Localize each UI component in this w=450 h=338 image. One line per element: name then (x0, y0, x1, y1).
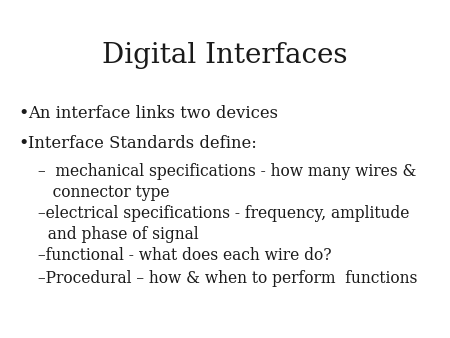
Text: Digital Interfaces: Digital Interfaces (102, 42, 348, 69)
Text: –Procedural – how & when to perform  functions: –Procedural – how & when to perform func… (38, 270, 418, 287)
Text: •: • (18, 105, 28, 123)
Text: –electrical specifications - frequency, amplitude
  and phase of signal: –electrical specifications - frequency, … (38, 205, 410, 243)
Text: –functional - what does each wire do?: –functional - what does each wire do? (38, 247, 332, 264)
Text: –  mechanical specifications - how many wires &
   connector type: – mechanical specifications - how many w… (38, 163, 416, 201)
Text: Interface Standards define:: Interface Standards define: (28, 135, 257, 152)
Text: •: • (18, 135, 28, 153)
Text: An interface links two devices: An interface links two devices (28, 105, 278, 122)
